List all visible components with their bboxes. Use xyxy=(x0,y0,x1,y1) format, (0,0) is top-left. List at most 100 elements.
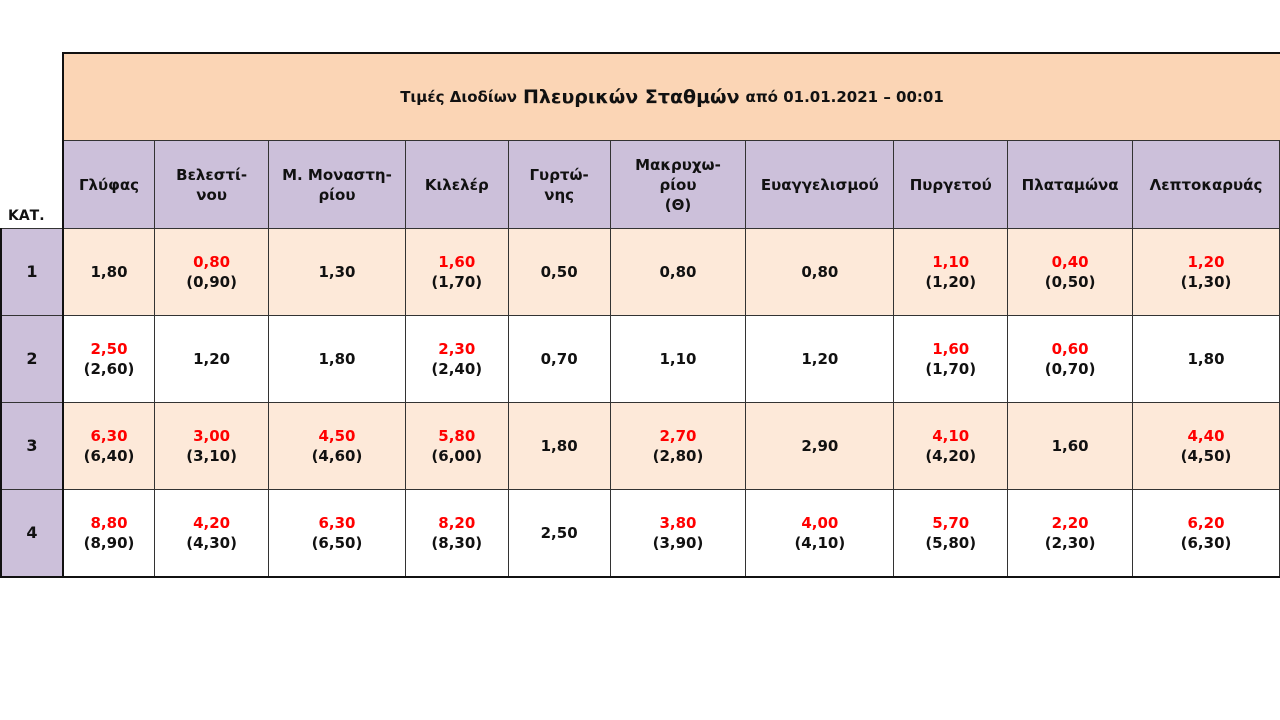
price-cell: 0,80 xyxy=(609,228,747,316)
price-cell: 5,80 (6,00) xyxy=(404,402,509,490)
price-cell: 2,90 xyxy=(745,402,895,490)
column-header: Μ. Μοναστη- ρίου xyxy=(268,140,406,229)
old-price: (3,10) xyxy=(186,447,237,465)
new-price: 0,80 xyxy=(659,263,697,281)
new-price: 6,30 xyxy=(90,427,128,445)
price-cell: 0,80 (0,90) xyxy=(154,228,270,316)
price-cell: 0,50 xyxy=(507,228,611,316)
old-price: (1,70) xyxy=(925,360,977,378)
price-cell: 5,70 (5,80) xyxy=(893,489,1009,578)
column-header: Λεπτοκαρυάς xyxy=(1132,140,1280,229)
price-cell: 1,60 xyxy=(1007,402,1134,490)
price-cell: 1,80 xyxy=(268,315,406,403)
new-price: 3,80 xyxy=(659,514,697,532)
price-cell: 6,30 (6,50) xyxy=(268,489,406,578)
price-cell: 2,50 (2,60) xyxy=(62,315,156,403)
price-cell: 0,60 (0,70) xyxy=(1007,315,1134,403)
new-price: 2,90 xyxy=(801,437,839,455)
price-cell: 1,30 xyxy=(268,228,406,316)
column-header: Μακρυχω- ρίου (Θ) xyxy=(609,140,747,229)
new-price: 6,30 xyxy=(318,514,356,532)
new-price: 1,80 xyxy=(90,263,128,281)
new-price: 1,60 xyxy=(1051,437,1089,455)
old-price: (5,80) xyxy=(925,534,977,552)
price-cell: 4,10 (4,20) xyxy=(893,402,1009,490)
new-price: 1,20 xyxy=(1187,253,1225,271)
table-row: 3 6,30 (6,40) 3,00 (3,10) 4,50 (4,60) 5,80 (6,00… xyxy=(0,402,1280,490)
price-cell: 4,00 (4,10) xyxy=(745,489,895,578)
old-price: (3,90) xyxy=(652,534,704,552)
old-price: (4,10) xyxy=(794,534,846,552)
price-cell: 2,30 (2,40) xyxy=(404,315,509,403)
new-price: 2,20 xyxy=(1051,514,1089,532)
old-price: (2,30) xyxy=(1044,534,1096,552)
new-price: 8,20 xyxy=(438,514,476,532)
price-cell: 8,20 (8,30) xyxy=(404,489,509,578)
old-price: (6,40) xyxy=(83,447,135,465)
table-title: Τιμές Διοδίων Πλευρικών Σταθμών από 01.0… xyxy=(62,52,1280,140)
price-cell: 1,80 xyxy=(62,228,156,316)
column-header: Γυρτώ- νης xyxy=(507,140,611,229)
price-cell: 1,80 xyxy=(1132,315,1280,403)
new-price: 0,70 xyxy=(540,350,578,368)
new-price: 2,70 xyxy=(659,427,697,445)
new-price: 1,10 xyxy=(659,350,697,368)
old-price: (0,70) xyxy=(1044,360,1096,378)
table-row: 4 8,80 (8,90) 4,20 (4,30) 6,30 (6,50) 8,20 (8,30… xyxy=(0,489,1280,578)
new-price: 1,80 xyxy=(1187,350,1225,368)
old-price: (2,80) xyxy=(652,447,704,465)
new-price: 6,20 xyxy=(1187,514,1225,532)
corner-cell xyxy=(1,140,64,229)
category-label: ΚΑΤ. xyxy=(8,208,45,224)
new-price: 2,50 xyxy=(90,340,128,358)
price-cell: 4,20 (4,30) xyxy=(154,489,270,578)
category-cell: 4 xyxy=(0,489,64,578)
column-header: Κιλελέρ xyxy=(404,140,509,229)
category-cell: 2 xyxy=(0,315,64,403)
price-cell: 2,50 xyxy=(507,489,611,578)
table-row: 1 1,80 0,80 (0,90) 1,30 1,60 (1,70) 0,50 0,80 0,8… xyxy=(0,228,1280,316)
new-price: 4,00 xyxy=(801,514,839,532)
new-price: 4,20 xyxy=(193,514,231,532)
price-cell: 2,20 (2,30) xyxy=(1007,489,1134,578)
title-main: Πλευρικών Σταθμών xyxy=(522,86,740,108)
price-cell: 1,10 xyxy=(609,315,747,403)
price-cell: 1,20 (1,30) xyxy=(1132,228,1280,316)
new-price: 1,20 xyxy=(801,350,839,368)
new-price: 1,80 xyxy=(540,437,578,455)
old-price: (1,70) xyxy=(431,273,483,291)
new-price: 0,60 xyxy=(1051,340,1089,358)
table-row: 2 2,50 (2,60) 1,20 1,80 2,30 (2,40) 0,70 1,10 1,2… xyxy=(0,315,1280,403)
new-price: 5,70 xyxy=(932,514,970,532)
price-cell: 1,80 xyxy=(507,402,611,490)
title-suffix: από 01.01.2021 – 00:01 xyxy=(745,88,944,106)
old-price: (1,20) xyxy=(925,273,977,291)
new-price: 4,10 xyxy=(932,427,970,445)
price-cell: 0,80 xyxy=(745,228,895,316)
old-price: (2,60) xyxy=(83,360,135,378)
old-price: (6,30) xyxy=(1180,534,1232,552)
old-price: (0,50) xyxy=(1044,273,1096,291)
old-price: (4,30) xyxy=(186,534,237,552)
new-price: 0,40 xyxy=(1051,253,1089,271)
old-price: (8,90) xyxy=(83,534,135,552)
price-cell: 2,70 (2,80) xyxy=(609,402,747,490)
new-price: 4,40 xyxy=(1187,427,1225,445)
new-price: 1,10 xyxy=(932,253,970,271)
price-cell: 3,00 (3,10) xyxy=(154,402,270,490)
price-cell: 6,30 (6,40) xyxy=(62,402,156,490)
new-price: 1,60 xyxy=(438,253,476,271)
old-price: (8,30) xyxy=(431,534,483,552)
price-cell: 4,40 (4,50) xyxy=(1132,402,1280,490)
column-header: Πυργετού xyxy=(893,140,1009,229)
new-price: 0,50 xyxy=(540,263,578,281)
price-cell: 8,80 (8,90) xyxy=(62,489,156,578)
price-cell: 0,70 xyxy=(507,315,611,403)
old-price: (0,90) xyxy=(186,273,237,291)
new-price: 2,50 xyxy=(540,524,578,542)
title-prefix: Τιμές Διοδίων xyxy=(400,88,517,106)
price-cell: 0,40 (0,50) xyxy=(1007,228,1134,316)
column-header: Βελεστί- νου xyxy=(154,140,270,229)
old-price: (4,20) xyxy=(925,447,977,465)
old-price: (1,30) xyxy=(1180,273,1232,291)
